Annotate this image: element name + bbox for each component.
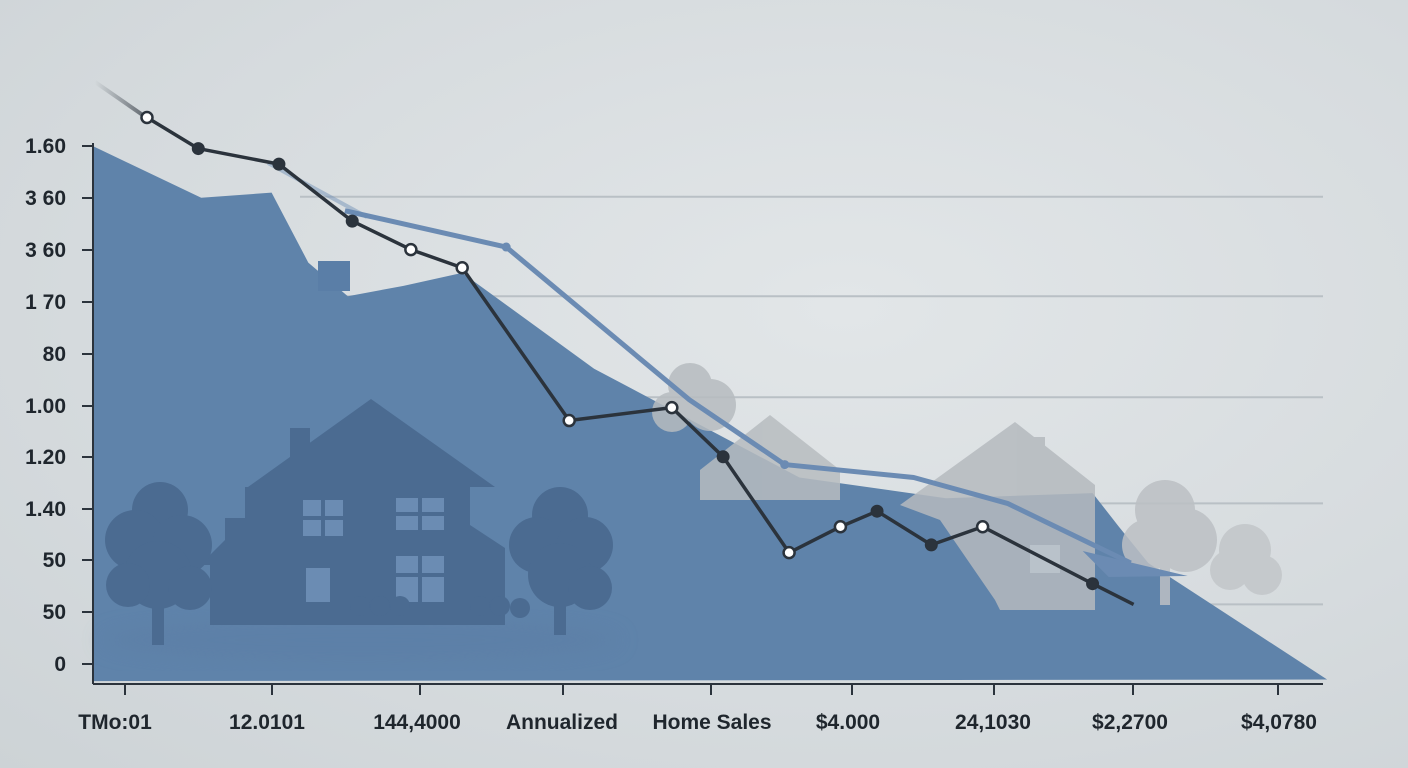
data-point <box>924 538 938 552</box>
x-tick-label: TMo:01 <box>78 711 152 734</box>
grey-chimney <box>1028 437 1045 477</box>
grey-house-silhouettes <box>652 363 1282 610</box>
axes <box>92 143 1323 685</box>
tree-icon <box>509 487 613 635</box>
y-tick-label: 50 <box>43 601 66 624</box>
x-tick-label: $2,2700 <box>1092 711 1168 734</box>
y-tick-label: 1.20 <box>25 446 66 469</box>
y-axis: 1.60 3 60 3 60 1 70 80 1.00 1.20 1.40 50 50 0 <box>25 135 93 676</box>
y-tick-label: 1.40 <box>25 498 66 521</box>
y-tick-label: 1 70 <box>25 291 66 314</box>
tree-icon <box>105 482 212 645</box>
y-tick-label: 80 <box>43 343 66 366</box>
data-point <box>665 400 679 415</box>
y-tick-label: 3 60 <box>25 239 66 262</box>
trend-series <box>267 161 1188 577</box>
data-point <box>345 214 359 228</box>
chimney <box>318 261 350 291</box>
grey-tree-icon <box>1122 480 1217 605</box>
data-point <box>455 260 469 275</box>
lead-in-stroke <box>93 80 149 120</box>
x-tick-label: Home Sales <box>652 711 771 734</box>
data-point <box>1086 577 1100 591</box>
data-point <box>782 545 796 560</box>
data-line <box>146 116 1135 606</box>
data-point <box>272 157 286 171</box>
x-tick-label: $4,0780 <box>1241 711 1317 734</box>
window-mullions <box>303 498 444 602</box>
y-tick-label: 0 <box>54 653 66 676</box>
y-tick-label: 50 <box>43 549 66 572</box>
trend-point <box>780 460 790 470</box>
data-point <box>562 413 576 428</box>
data-point <box>140 110 154 125</box>
data-point <box>975 519 990 534</box>
data-point <box>870 504 884 518</box>
trend-point <box>501 242 511 252</box>
x-axis: TMo:01 12.0101 144,4000 Annualized Home Sale… <box>78 684 1317 734</box>
hedge <box>350 596 530 618</box>
trend-arrowhead <box>1082 550 1188 577</box>
x-tick-label: 12.0101 <box>229 711 305 734</box>
line-series <box>140 110 1135 606</box>
y-tick-label: 1.60 <box>25 135 66 158</box>
trend-lead-in <box>267 161 368 219</box>
x-tick-label: 144,4000 <box>373 711 461 734</box>
data-point <box>404 242 418 257</box>
data-point <box>716 450 730 464</box>
data-point <box>191 142 205 156</box>
chimney <box>225 518 245 548</box>
data-point <box>833 519 848 534</box>
chimney <box>290 428 310 463</box>
grey-tree-icon <box>1210 524 1282 595</box>
house-silhouettes <box>100 261 620 662</box>
y-tick-label: 3 60 <box>25 187 66 210</box>
x-tick-label: $4.000 <box>816 711 880 734</box>
x-tick-label: 24,1030 <box>955 711 1031 734</box>
x-tick-label: Annualized <box>506 711 618 734</box>
y-tick-label: 1.00 <box>25 395 66 418</box>
